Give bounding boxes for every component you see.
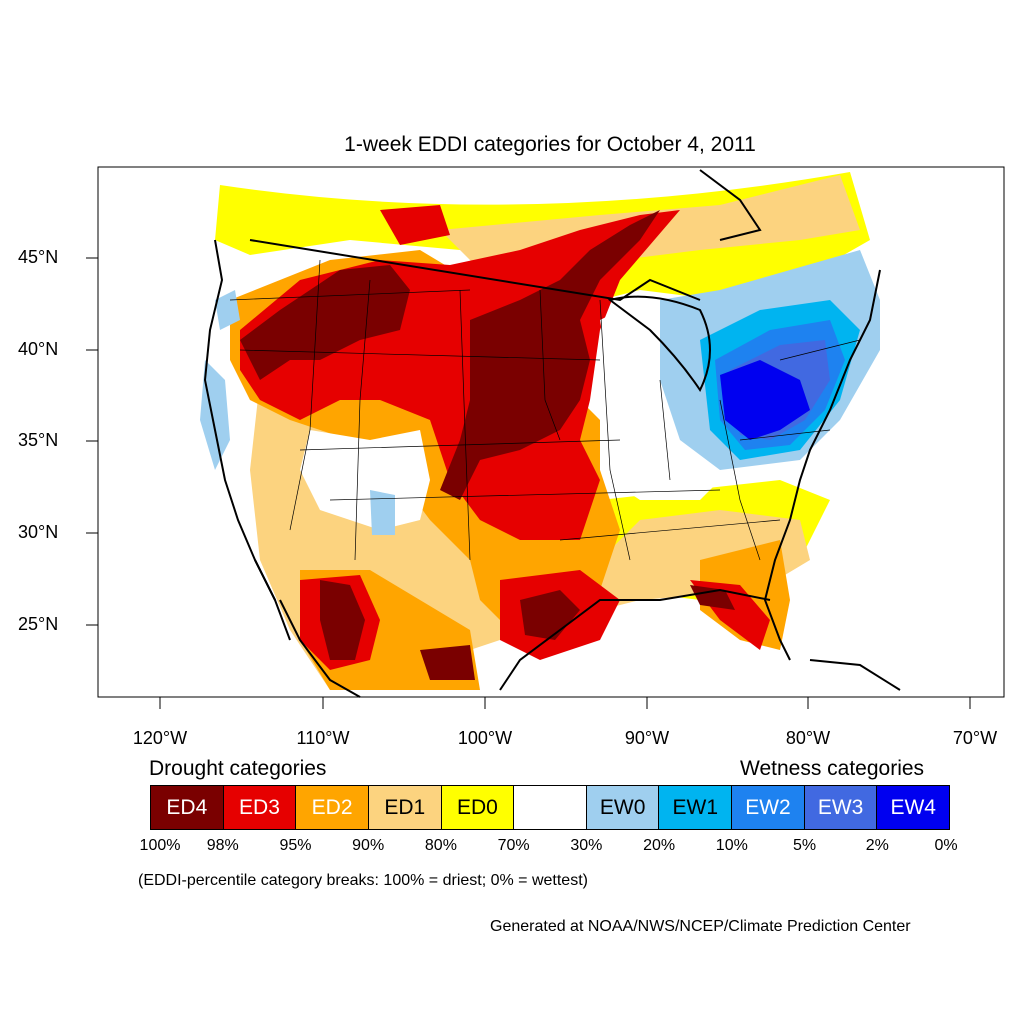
percent-break-label: 95% — [279, 837, 312, 854]
legend-box-normal — [514, 786, 587, 829]
lat-label: 30°N — [18, 522, 59, 542]
ed4-region — [440, 210, 660, 500]
percent-break-label: 30% — [570, 837, 603, 854]
percent-break-label: 80% — [424, 837, 457, 854]
ew0-region — [370, 490, 395, 535]
legend-box-ed2: ED2 — [296, 786, 369, 829]
legend-box-ew1: EW1 — [659, 786, 733, 829]
mexico-coast-line — [279, 599, 361, 698]
category-note: (EDDI-percentile category breaks: 100% =… — [138, 872, 588, 889]
hudson-bay-line — [699, 169, 762, 241]
percent-break-label: 2% — [865, 837, 889, 854]
ed4-region — [420, 645, 475, 680]
normal-region — [600, 300, 720, 500]
wetness-heading: Wetness categories — [740, 757, 925, 780]
legend-box-ed0: ED0 — [441, 786, 515, 829]
ed4-region — [520, 590, 580, 640]
map-field — [198, 170, 900, 697]
percent-break-label: 70% — [497, 837, 530, 854]
baja-line — [254, 559, 291, 641]
legend-bar: ED4 ED3 ED2 ED1 ED0 EW0 EW1 EW2 EW3 EW4 — [150, 785, 950, 830]
legend-box-ed4: ED4 — [151, 786, 224, 829]
percent-break-label: 5% — [792, 837, 817, 854]
percent-break-label: 20% — [643, 837, 676, 854]
ed4-region — [320, 580, 365, 660]
legend-box-ed3: ED3 — [223, 786, 297, 829]
lat-label: 45°N — [18, 247, 59, 267]
state-boundaries — [229, 259, 861, 561]
gulf-coast-line — [499, 588, 771, 691]
lat-label: 35°N — [18, 430, 59, 450]
legend-box-ew4: EW4 — [877, 786, 950, 829]
coastlines — [203, 169, 901, 698]
legend-box-ew0: EW0 — [586, 786, 660, 829]
lat-ticks — [86, 257, 98, 626]
percent-break-label: 90% — [352, 837, 385, 854]
west-coast-line — [203, 239, 276, 601]
east-coast-line — [763, 269, 881, 661]
ed3-region — [380, 205, 450, 245]
lon-ticks — [159, 697, 971, 709]
map-title-wrap: 1-week EDDI categories for October 4, 20… — [0, 133, 1024, 157]
normal-region — [300, 430, 430, 530]
canada-border — [249, 239, 701, 302]
lon-label: 100°W — [457, 728, 513, 748]
legend-box-ew2: EW2 — [732, 786, 805, 829]
drought-heading: Drought categories — [149, 757, 327, 780]
lon-label: 90°W — [624, 728, 670, 748]
ew4-region — [720, 360, 810, 440]
lon-label: 120°W — [132, 728, 188, 748]
lon-label: 70°W — [952, 728, 998, 748]
cuba-line — [809, 659, 901, 691]
percent-break-label: 10% — [715, 837, 748, 854]
credit-line: Generated at NOAA/NWS/NCEP/Climate Predi… — [490, 918, 911, 935]
legend-box-ed1: ED1 — [368, 786, 442, 829]
percent-break-label: 98% — [206, 837, 239, 854]
percent-break-label: 0% — [934, 837, 958, 854]
great-lakes — [607, 295, 711, 392]
legend-box-ew3: EW3 — [804, 786, 878, 829]
map-frame — [97, 166, 1005, 698]
map-title: 1-week EDDI categories for October 4, 20… — [344, 133, 756, 156]
percent-break-label: 100% — [139, 837, 181, 854]
lon-label: 110°W — [296, 728, 350, 748]
lat-label: 40°N — [18, 339, 59, 359]
lat-label: 25°N — [18, 614, 59, 634]
lon-label: 80°W — [785, 728, 831, 748]
